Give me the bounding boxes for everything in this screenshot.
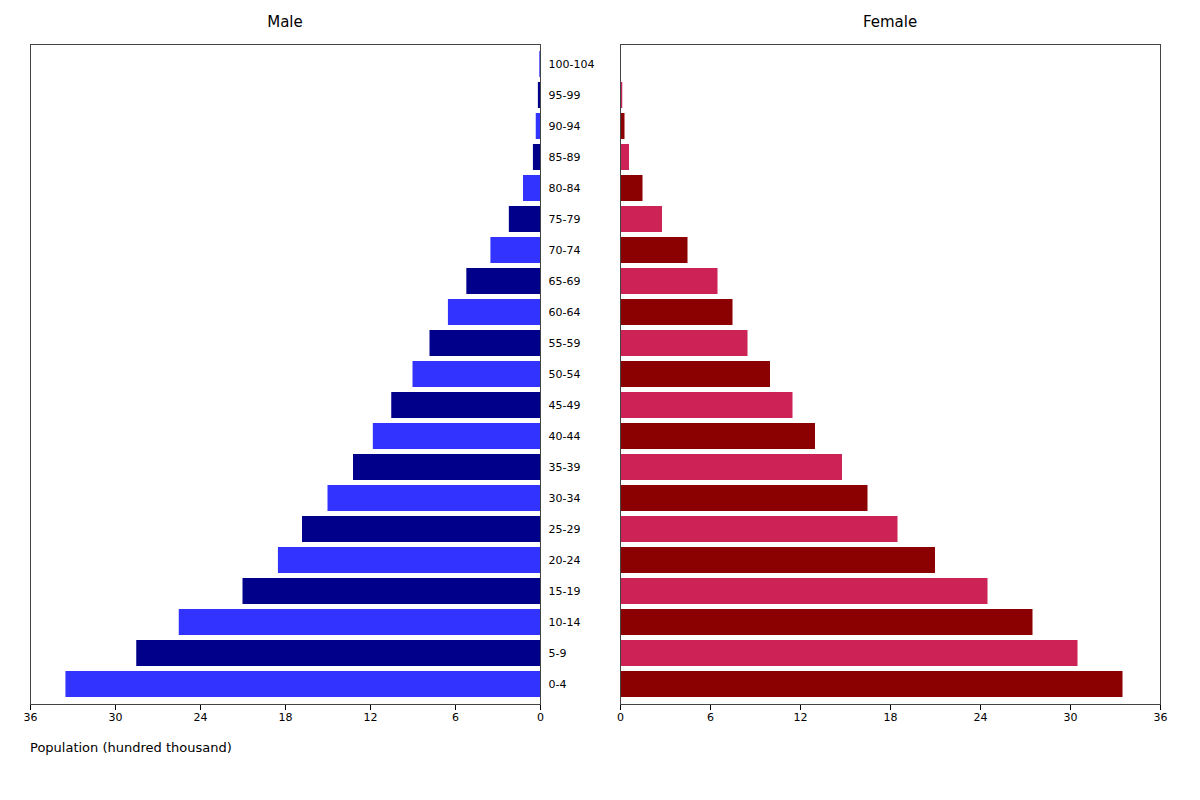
svg-text:50-54: 50-54	[549, 368, 581, 381]
html-text:Population (hundred thousand): Population (hundred thousand)	[30, 740, 232, 755]
svg-text:30-34: 30-34	[549, 492, 581, 505]
svg-text:6: 6	[452, 711, 459, 724]
svg-text:6: 6	[707, 711, 714, 724]
svg-text:25-29: 25-29	[549, 523, 581, 536]
svg-text:12: 12	[364, 711, 378, 724]
svg-text:24: 24	[974, 711, 988, 724]
svg-text:0: 0	[617, 711, 624, 724]
svg-text:90-94: 90-94	[549, 120, 581, 133]
svg-text:65-69: 65-69	[549, 275, 581, 288]
svg-text:100-104: 100-104	[549, 58, 595, 71]
html-text:Male: Male	[267, 13, 303, 31]
svg-text:0-4: 0-4	[549, 678, 567, 691]
svg-text:55-59: 55-59	[549, 337, 581, 350]
svg-text:20-24: 20-24	[549, 554, 581, 567]
svg-text:10-14: 10-14	[549, 616, 581, 629]
svg-text:30: 30	[1064, 711, 1078, 724]
svg-text:36: 36	[1154, 711, 1168, 724]
svg-text:35-39: 35-39	[549, 461, 581, 474]
svg-text:0: 0	[537, 711, 544, 724]
svg-text:12: 12	[794, 711, 808, 724]
svg-text:85-89: 85-89	[549, 151, 581, 164]
svg-text:15-19: 15-19	[549, 585, 581, 598]
svg-text:70-74: 70-74	[549, 244, 581, 257]
svg-text:18: 18	[279, 711, 293, 724]
svg-text:80-84: 80-84	[549, 182, 581, 195]
svg-text:36: 36	[24, 711, 38, 724]
svg-text:45-49: 45-49	[549, 399, 581, 412]
svg-text:5-9: 5-9	[549, 647, 567, 660]
svg-text:60-64: 60-64	[549, 306, 581, 319]
svg-text:40-44: 40-44	[549, 430, 581, 443]
svg-text:18: 18	[884, 711, 898, 724]
svg-text:30: 30	[109, 711, 123, 724]
html-text:Female: Female	[862, 13, 918, 31]
svg-text:95-99: 95-99	[549, 89, 581, 102]
svg-text:75-79: 75-79	[549, 213, 581, 226]
svg-text:24: 24	[194, 711, 208, 724]
